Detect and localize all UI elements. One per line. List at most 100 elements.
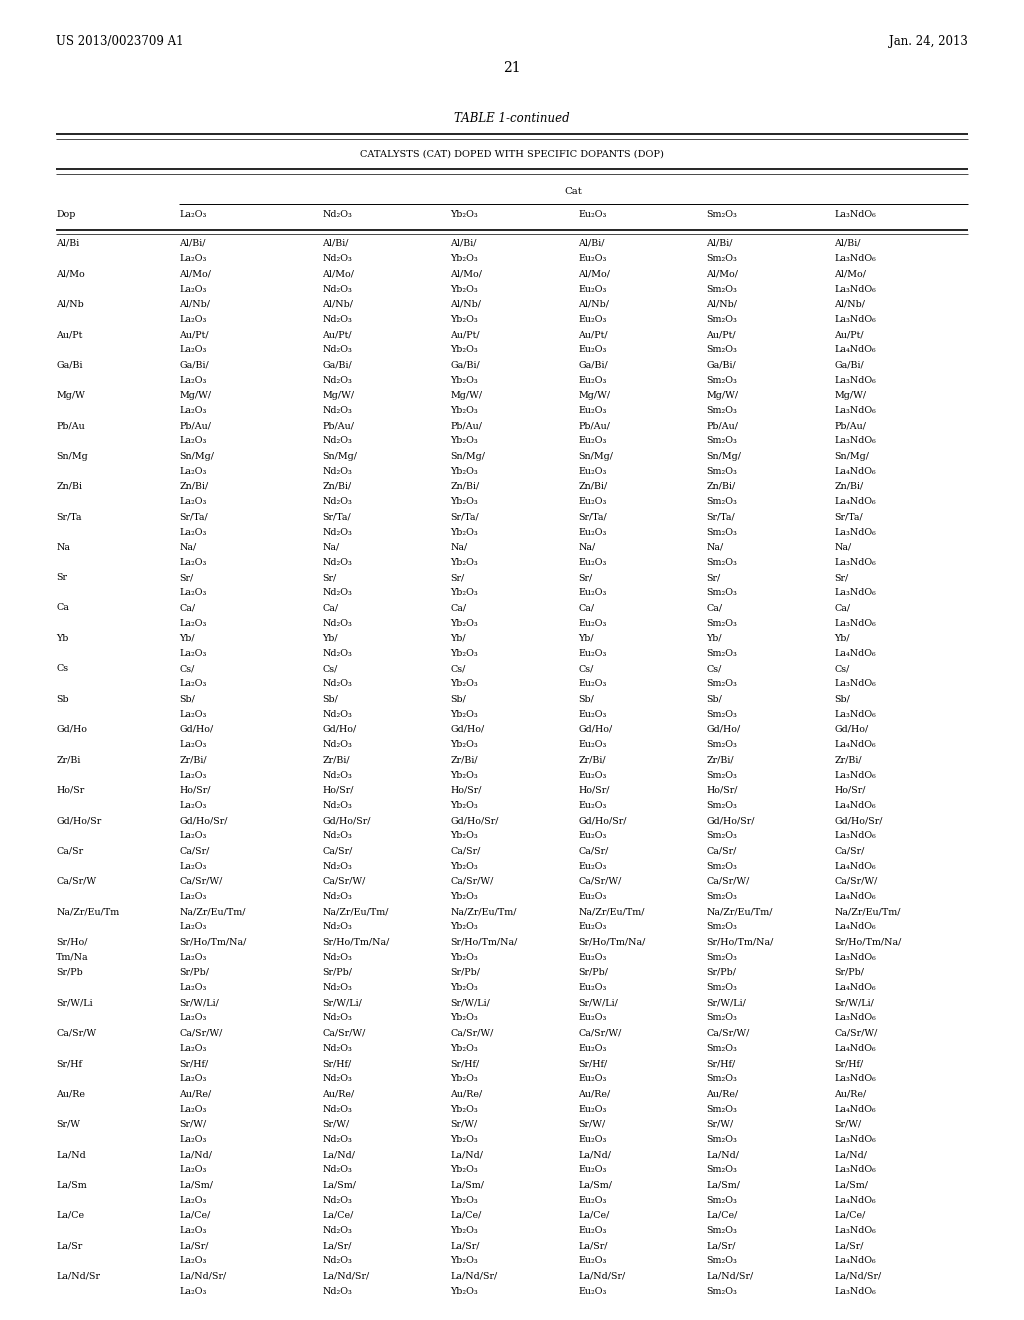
Text: Ga/Bi/: Ga/Bi/ bbox=[579, 360, 608, 370]
Text: La₃NdO₆: La₃NdO₆ bbox=[835, 255, 877, 263]
Text: Na/: Na/ bbox=[835, 543, 852, 552]
Text: La₃NdO₆: La₃NdO₆ bbox=[835, 407, 877, 414]
Text: Yb₂O₃: Yb₂O₃ bbox=[451, 346, 478, 354]
Text: Yb₂O₃: Yb₂O₃ bbox=[451, 467, 478, 475]
Text: La/Nd/: La/Nd/ bbox=[579, 1150, 611, 1159]
Text: Na/: Na/ bbox=[451, 543, 468, 552]
Text: La₂O₃: La₂O₃ bbox=[179, 801, 207, 810]
Text: La/Nd/Sr/: La/Nd/Sr/ bbox=[707, 1271, 754, 1280]
Text: Sm₂O₃: Sm₂O₃ bbox=[707, 1196, 737, 1205]
Text: Sr/Hf/: Sr/Hf/ bbox=[707, 1059, 736, 1068]
Text: Nd₂O₃: Nd₂O₃ bbox=[323, 649, 352, 657]
Text: La₂O₃: La₂O₃ bbox=[179, 983, 207, 993]
Text: Nd₂O₃: Nd₂O₃ bbox=[323, 437, 352, 445]
Text: Sn/Mg/: Sn/Mg/ bbox=[707, 451, 741, 461]
Text: Eu₂O₃: Eu₂O₃ bbox=[579, 619, 607, 627]
Text: Sr/Pb/: Sr/Pb/ bbox=[323, 968, 352, 977]
Text: La₄NdO₆: La₄NdO₆ bbox=[835, 923, 877, 932]
Text: La₄NdO₆: La₄NdO₆ bbox=[835, 862, 877, 871]
Text: Sr/Pb/: Sr/Pb/ bbox=[835, 968, 864, 977]
Text: Yb₂O₃: Yb₂O₃ bbox=[451, 983, 478, 993]
Text: Eu₂O₃: Eu₂O₃ bbox=[579, 1044, 607, 1053]
Text: Ca/Sr/W/: Ca/Sr/W/ bbox=[179, 876, 222, 886]
Text: Nd₂O₃: Nd₂O₃ bbox=[323, 1226, 352, 1236]
Text: Cs/: Cs/ bbox=[179, 664, 195, 673]
Text: Al/Mo/: Al/Mo/ bbox=[179, 269, 211, 279]
Text: Zn/Bi/: Zn/Bi/ bbox=[451, 482, 480, 491]
Text: Au/Re/: Au/Re/ bbox=[451, 1089, 482, 1098]
Text: Yb₂O₃: Yb₂O₃ bbox=[451, 437, 478, 445]
Text: Sb/: Sb/ bbox=[835, 694, 851, 704]
Text: Yb₂O₃: Yb₂O₃ bbox=[451, 892, 478, 902]
Text: Sm₂O₃: Sm₂O₃ bbox=[707, 649, 737, 657]
Text: Sr/: Sr/ bbox=[835, 573, 849, 582]
Text: La/Nd/: La/Nd/ bbox=[707, 1150, 739, 1159]
Text: Mg/W/: Mg/W/ bbox=[835, 391, 866, 400]
Text: Zr/Bi/: Zr/Bi/ bbox=[707, 755, 734, 764]
Text: Nd₂O₃: Nd₂O₃ bbox=[323, 558, 352, 566]
Text: La/Nd/Sr/: La/Nd/Sr/ bbox=[179, 1271, 226, 1280]
Text: Yb₂O₃: Yb₂O₃ bbox=[451, 315, 478, 323]
Text: Al/Mo/: Al/Mo/ bbox=[323, 269, 354, 279]
Text: Sr/W/Li/: Sr/W/Li/ bbox=[451, 998, 490, 1007]
Text: Yb/: Yb/ bbox=[323, 634, 338, 643]
Text: Sr/: Sr/ bbox=[179, 573, 194, 582]
Text: Eu₂O₃: Eu₂O₃ bbox=[579, 437, 607, 445]
Text: Yb₂O₃: Yb₂O₃ bbox=[451, 1105, 478, 1114]
Text: Nd₂O₃: Nd₂O₃ bbox=[323, 285, 352, 293]
Text: Nd₂O₃: Nd₂O₃ bbox=[323, 680, 352, 689]
Text: Nd₂O₃: Nd₂O₃ bbox=[323, 346, 352, 354]
Text: Nd₂O₃: Nd₂O₃ bbox=[323, 892, 352, 902]
Text: Sr/Ho/Tm/Na/: Sr/Ho/Tm/Na/ bbox=[835, 937, 902, 946]
Text: Ca/Sr/W/: Ca/Sr/W/ bbox=[835, 876, 878, 886]
Text: Sm₂O₃: Sm₂O₃ bbox=[707, 467, 737, 475]
Text: Al/Mo/: Al/Mo/ bbox=[707, 269, 738, 279]
Text: Nd₂O₃: Nd₂O₃ bbox=[323, 832, 352, 841]
Text: La/Sm/: La/Sm/ bbox=[323, 1180, 356, 1189]
Text: Eu₂O₃: Eu₂O₃ bbox=[579, 315, 607, 323]
Text: Cs/: Cs/ bbox=[579, 664, 594, 673]
Text: Yb₂O₃: Yb₂O₃ bbox=[451, 953, 478, 962]
Text: La₃NdO₆: La₃NdO₆ bbox=[835, 1135, 877, 1144]
Text: La₂O₃: La₂O₃ bbox=[179, 649, 207, 657]
Text: La₃NdO₆: La₃NdO₆ bbox=[835, 1226, 877, 1236]
Text: Yb₂O₃: Yb₂O₃ bbox=[451, 1074, 478, 1084]
Text: Ca/Sr/W/: Ca/Sr/W/ bbox=[179, 1028, 222, 1038]
Text: Nd₂O₃: Nd₂O₃ bbox=[323, 1044, 352, 1053]
Text: Yb₂O₃: Yb₂O₃ bbox=[451, 771, 478, 780]
Text: Ca/Sr/W/: Ca/Sr/W/ bbox=[579, 1028, 622, 1038]
Text: Eu₂O₃: Eu₂O₃ bbox=[579, 923, 607, 932]
Text: Yb₂O₃: Yb₂O₃ bbox=[451, 862, 478, 871]
Text: La₂O₃: La₂O₃ bbox=[179, 741, 207, 750]
Text: Sm₂O₃: Sm₂O₃ bbox=[707, 1287, 737, 1296]
Text: Nd₂O₃: Nd₂O₃ bbox=[323, 1105, 352, 1114]
Text: Nd₂O₃: Nd₂O₃ bbox=[323, 467, 352, 475]
Text: La₃NdO₆: La₃NdO₆ bbox=[835, 528, 877, 536]
Text: La₃NdO₆: La₃NdO₆ bbox=[835, 210, 877, 219]
Text: Al/Mo/: Al/Mo/ bbox=[579, 269, 610, 279]
Text: Eu₂O₃: Eu₂O₃ bbox=[579, 953, 607, 962]
Text: Eu₂O₃: Eu₂O₃ bbox=[579, 407, 607, 414]
Text: Pb/Au/: Pb/Au/ bbox=[179, 421, 211, 430]
Text: Yb₂O₃: Yb₂O₃ bbox=[451, 1196, 478, 1205]
Text: Yb₂O₃: Yb₂O₃ bbox=[451, 498, 478, 506]
Text: Sm₂O₃: Sm₂O₃ bbox=[707, 1166, 737, 1175]
Text: La₂O₃: La₂O₃ bbox=[179, 558, 207, 566]
Text: Al/Bi/: Al/Bi/ bbox=[323, 239, 349, 248]
Text: Al/Bi: Al/Bi bbox=[56, 239, 80, 248]
Text: La/Sm/: La/Sm/ bbox=[179, 1180, 213, 1189]
Text: Au/Pt/: Au/Pt/ bbox=[707, 330, 736, 339]
Text: La/Nd/Sr/: La/Nd/Sr/ bbox=[579, 1271, 626, 1280]
Text: La₂O₃: La₂O₃ bbox=[179, 680, 207, 689]
Text: Sm₂O₃: Sm₂O₃ bbox=[707, 832, 737, 841]
Text: Yb₂O₃: Yb₂O₃ bbox=[451, 255, 478, 263]
Text: Mg/W/: Mg/W/ bbox=[579, 391, 610, 400]
Text: Gd/Ho/: Gd/Ho/ bbox=[835, 725, 868, 734]
Text: Cs/: Cs/ bbox=[323, 664, 338, 673]
Text: Sr/Ho/Tm/Na/: Sr/Ho/Tm/Na/ bbox=[451, 937, 518, 946]
Text: Sr/Ta: Sr/Ta bbox=[56, 512, 82, 521]
Text: Mg/W/: Mg/W/ bbox=[179, 391, 211, 400]
Text: Ho/Sr/: Ho/Sr/ bbox=[323, 785, 354, 795]
Text: Zn/Bi/: Zn/Bi/ bbox=[707, 482, 736, 491]
Text: Yb₂O₃: Yb₂O₃ bbox=[451, 1135, 478, 1144]
